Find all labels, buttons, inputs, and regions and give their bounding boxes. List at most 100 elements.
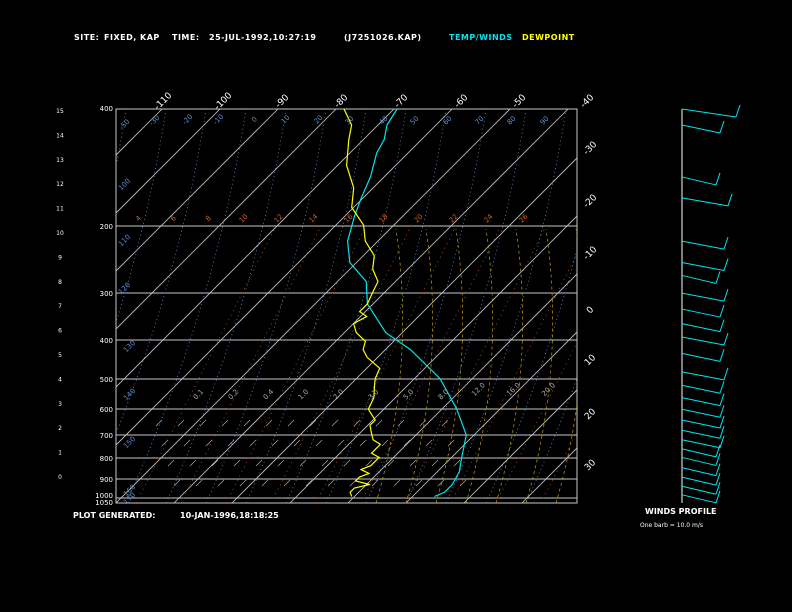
wind-barb-flag: [723, 367, 729, 380]
isotherm-line: [116, 109, 279, 272]
isotherm-line: [116, 109, 511, 503]
mixing-ratio-line: [135, 225, 277, 503]
generated-label: PLOT GENERATED:: [73, 511, 156, 520]
grid-tick: [249, 439, 257, 447]
dry-adiabat-label: 50: [409, 115, 421, 127]
pressure-label: 900: [100, 476, 113, 484]
pressure-label: 700: [100, 432, 113, 440]
generated-value: 10-JAN-1996,18:18:25: [180, 511, 279, 520]
mixing-ratio-line: [495, 341, 577, 503]
isotherm-line: [638, 109, 792, 503]
isotherm-line: [116, 109, 337, 330]
isotherm-line: [231, 157, 577, 503]
temp-axis-label: -50: [511, 93, 529, 111]
moist-label: 2.0: [332, 388, 346, 402]
height-label: 15: [56, 108, 64, 115]
grid-tick: [161, 439, 169, 447]
mixing-ratio-label: 4: [134, 214, 143, 223]
wind-barb-flag: [719, 435, 725, 448]
grid-tick: [195, 479, 203, 487]
pressure-label: 1000: [95, 492, 113, 500]
wind-barb-flag: [719, 393, 725, 406]
wind-barb-flag: [715, 172, 721, 186]
height-label: 0: [58, 474, 62, 481]
grid-tick: [271, 439, 279, 447]
grid-tick: [315, 439, 323, 447]
wind-barb-flag: [719, 381, 725, 394]
moist-adiabat: [525, 228, 553, 503]
wind-barb-flag: [719, 120, 725, 134]
height-label: 13: [56, 157, 64, 164]
height-label: 7: [58, 303, 62, 310]
dewpoint-line: [343, 108, 382, 497]
wind-barb: [681, 485, 717, 495]
wind-barb-flag: [719, 405, 725, 418]
wind-barb: [681, 429, 721, 439]
isotherm-line: [347, 273, 577, 503]
wind-barb-flag: [715, 453, 721, 466]
wind-barb-flag: [727, 193, 733, 207]
moist-label: 0.1: [192, 388, 206, 402]
winds-title: WINDS PROFILE: [645, 507, 717, 516]
pressure-label: 300: [100, 290, 113, 298]
dry-adiabat: [405, 109, 527, 503]
height-label: 4: [58, 376, 62, 383]
dry-adiabat-label: 110: [117, 233, 132, 248]
height-label: 14: [56, 132, 64, 139]
mixing-ratio-label: 10: [238, 213, 250, 225]
moist-label: 12.0: [470, 381, 487, 398]
wind-barb: [681, 197, 729, 207]
wind-barb-flag: [719, 415, 725, 429]
moist-label: 8.0: [437, 388, 451, 402]
wind-barb: [681, 176, 717, 186]
dry-adiabat-label: 120: [117, 281, 132, 296]
temp-axis-label: 30: [583, 458, 598, 473]
grid-tick: [189, 459, 197, 467]
temp-axis-label: 20: [583, 407, 598, 422]
wind-barb-flag: [723, 258, 729, 271]
dry-adiabat-label: 20: [313, 114, 325, 126]
wind-barb-flag: [715, 463, 721, 476]
wind-barb: [681, 494, 717, 504]
height-label: 5: [58, 352, 62, 359]
grid-tick: [239, 479, 247, 487]
grid-tick: [321, 459, 329, 467]
pressure-label: 500: [100, 376, 113, 384]
isotherm-line: [521, 447, 577, 503]
mixing-ratio-line: [270, 225, 412, 503]
dry-adiabat: [116, 109, 207, 435]
dry-adiabat-label: 90: [539, 115, 551, 127]
mixing-ratio-line: [315, 225, 457, 503]
wind-barb: [681, 274, 717, 284]
height-label: 10: [56, 230, 64, 237]
grid-tick: [199, 419, 207, 427]
pressure-label: 800: [100, 455, 113, 463]
isotherm-line: [696, 109, 792, 503]
grid-tick: [217, 479, 225, 487]
site-value: FIXED, KAP: [104, 33, 160, 42]
wind-barb-flag: [719, 426, 725, 439]
height-label: 11: [56, 206, 64, 213]
temp-axis-label: 0: [585, 305, 596, 316]
isotherm-line: [116, 109, 163, 156]
wind-barb-flag: [719, 304, 725, 318]
winds-profile: [681, 104, 741, 504]
isotherm-line: [0, 109, 104, 503]
pressure-label: 600: [100, 406, 113, 414]
plot-frame: [115, 108, 578, 504]
dry-adiabat-label: -30: [148, 114, 162, 128]
grid-tick: [359, 439, 367, 447]
grid-tick: [173, 479, 181, 487]
dry-adiabat: [525, 376, 577, 503]
wind-barb-flag: [715, 473, 721, 486]
dry-adiabat-label: -20: [181, 113, 195, 127]
moist-label: 20.0: [540, 381, 557, 398]
wind-barb-flag: [715, 482, 721, 495]
file-name: (J7251026.KAP): [344, 33, 422, 42]
height-label: 1: [58, 450, 62, 457]
wind-barb-flag: [715, 271, 721, 284]
mixing-ratio-line: [540, 430, 577, 503]
grid-tick: [459, 479, 467, 487]
wind-barb: [681, 384, 721, 394]
temp-axis-label: -80: [333, 93, 351, 111]
